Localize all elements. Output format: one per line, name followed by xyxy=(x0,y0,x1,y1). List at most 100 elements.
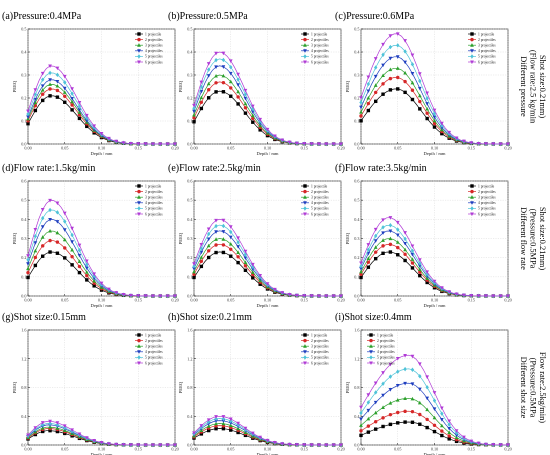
y-axis-label: PEEQ xyxy=(178,381,183,393)
data-point-4 xyxy=(40,421,45,425)
data-point-10 xyxy=(396,43,400,48)
data-point-4 xyxy=(207,88,211,92)
data-point-2 xyxy=(470,195,474,199)
data-point-8 xyxy=(55,251,60,255)
data-point-14 xyxy=(410,420,415,424)
series-6 xyxy=(26,64,177,147)
data-point-24 xyxy=(114,442,119,447)
x-tick-label: 0.05 xyxy=(227,146,234,151)
chart-title: (d)Flow rate:1.5kg/min xyxy=(2,163,95,174)
data-point-4 xyxy=(207,96,211,100)
legend-label: 2 projectiles xyxy=(311,339,329,343)
y-tick-label: 0.2 xyxy=(21,96,26,101)
data-point-40 xyxy=(339,443,343,448)
data-point-0 xyxy=(26,266,30,271)
data-point-8 xyxy=(388,229,393,234)
data-point-10 xyxy=(396,227,400,232)
data-point-12 xyxy=(403,70,407,75)
x-tick-label: 0.00 xyxy=(24,146,31,151)
data-point-4 xyxy=(207,67,211,72)
data-point-16 xyxy=(417,72,422,76)
legend-label: 4 projectiles xyxy=(145,49,163,53)
data-point-8 xyxy=(388,236,393,241)
data-point-14 xyxy=(77,253,82,258)
data-point-0 xyxy=(359,410,363,416)
data-point-18 xyxy=(425,417,429,422)
data-point-2 xyxy=(366,243,371,247)
data-point-6 xyxy=(48,78,52,82)
data-point-12 xyxy=(403,236,407,242)
data-point-4 xyxy=(137,206,141,211)
data-point-4 xyxy=(373,83,378,87)
legend-label: 2 projectiles xyxy=(311,38,329,42)
x-axis-label: Depth / mm xyxy=(91,452,113,455)
data-point-0 xyxy=(359,423,363,427)
y-tick-label: 0.4 xyxy=(21,50,27,55)
data-point-16 xyxy=(417,267,422,271)
y-tick-label: 0.6 xyxy=(354,179,359,184)
data-point-10 xyxy=(396,369,400,374)
data-point-18 xyxy=(425,96,429,101)
data-point-26 xyxy=(454,439,459,444)
data-point-12 xyxy=(403,39,407,43)
x-tick-label: 0.00 xyxy=(190,146,197,151)
data-point-14 xyxy=(410,53,415,58)
y-tick-label: 1.2 xyxy=(21,356,26,361)
legend-label: 6 projectiles xyxy=(311,212,329,216)
data-point-28 xyxy=(462,435,466,440)
data-point-22 xyxy=(440,433,444,438)
y-tick-label: 0.1 xyxy=(354,119,359,124)
x-axis-label: Depth / mm xyxy=(424,151,446,156)
data-point-36 xyxy=(324,294,329,299)
series-6 xyxy=(192,218,343,299)
data-point-8 xyxy=(388,401,393,405)
data-point-32 xyxy=(309,294,314,298)
x-tick-label: 0.10 xyxy=(98,146,105,151)
data-point-10 xyxy=(396,421,400,425)
data-point-6 xyxy=(214,65,218,69)
data-point-10 xyxy=(396,245,400,250)
data-point-26 xyxy=(454,292,459,297)
data-point-4 xyxy=(41,429,45,434)
data-point-12 xyxy=(403,409,407,414)
data-point-18 xyxy=(258,128,262,132)
data-point-32 xyxy=(476,441,481,446)
data-point-36 xyxy=(491,142,496,146)
data-point-28 xyxy=(295,443,299,447)
data-point-24 xyxy=(447,419,452,424)
data-point-12 xyxy=(403,79,407,84)
data-point-8 xyxy=(221,419,226,423)
data-point-2 xyxy=(366,430,371,434)
data-point-8 xyxy=(221,426,226,431)
data-point-3 xyxy=(137,350,141,354)
data-point-12 xyxy=(236,421,240,426)
y-tick-label: 0.3 xyxy=(354,236,359,241)
row-labels: Different pressure (Flow rate:2.5 kg/min S… xyxy=(519,50,547,423)
data-point-10 xyxy=(229,94,233,98)
data-point-12 xyxy=(403,366,407,372)
data-point-20 xyxy=(432,415,437,420)
data-point-30 xyxy=(302,443,307,447)
x-tick-label: 0.05 xyxy=(227,447,234,452)
data-point-2 xyxy=(33,263,38,268)
data-point-28 xyxy=(462,293,466,298)
y-axis-label: PEEQ xyxy=(345,381,350,393)
data-point-36 xyxy=(158,142,163,147)
data-point-22 xyxy=(439,418,444,422)
data-point-2 xyxy=(33,426,38,430)
data-point-0 xyxy=(359,114,363,118)
y-tick-label: 0.4 xyxy=(21,414,27,419)
data-point-20 xyxy=(99,440,104,445)
data-point-16 xyxy=(417,387,422,392)
data-point-6 xyxy=(214,237,218,241)
data-point-8 xyxy=(55,66,60,71)
data-point-2 xyxy=(33,92,38,97)
data-point-34 xyxy=(151,443,155,448)
data-point-16 xyxy=(418,374,422,379)
data-point-2 xyxy=(366,247,371,252)
x-tick-label: 0.05 xyxy=(394,298,401,303)
data-point-6 xyxy=(214,250,218,255)
data-point-6 xyxy=(381,251,385,256)
data-point-10 xyxy=(62,424,67,428)
y-tick-label: 0.4 xyxy=(187,414,193,419)
